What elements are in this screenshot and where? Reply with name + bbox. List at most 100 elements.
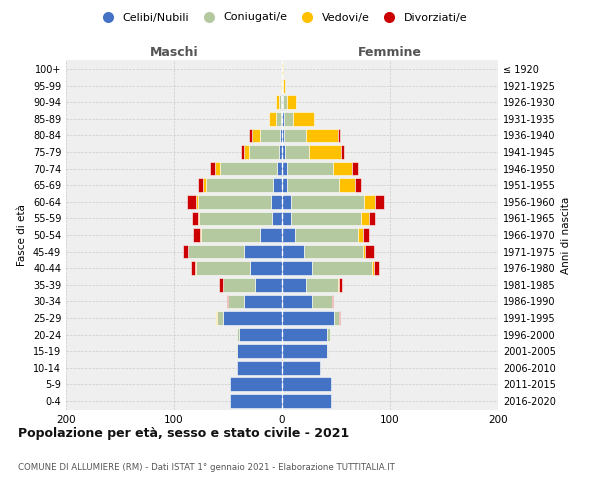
Bar [191, 262, 194, 275]
Bar [293, 112, 314, 126]
Bar [248, 146, 279, 159]
Bar [282, 96, 283, 109]
Bar [283, 79, 285, 92]
Bar [338, 278, 339, 291]
Bar [241, 146, 244, 159]
Bar [194, 262, 196, 275]
Bar [287, 96, 296, 109]
Bar [352, 162, 358, 175]
Bar [188, 245, 244, 258]
Bar [371, 262, 374, 275]
Bar [220, 278, 223, 291]
Bar [228, 294, 244, 308]
Bar [239, 328, 282, 342]
Bar [196, 262, 250, 275]
Bar [312, 262, 371, 275]
Bar [198, 178, 203, 192]
Bar [244, 146, 248, 159]
Text: COMUNE DI ALLUMIERE (RM) - Dati ISTAT 1° gennaio 2021 - Elaborazione TUTTITALIA.: COMUNE DI ALLUMIERE (RM) - Dati ISTAT 1°… [18, 462, 395, 471]
Bar [328, 328, 329, 342]
Bar [358, 228, 363, 242]
Bar [220, 162, 277, 175]
Bar [290, 195, 364, 208]
Bar [223, 278, 255, 291]
Bar [339, 311, 340, 324]
Bar [281, 112, 282, 126]
Bar [312, 294, 332, 308]
Bar [283, 96, 287, 109]
Legend: Celibi/Nubili, Coniugati/e, Vedovi/e, Divorziati/e: Celibi/Nubili, Coniugati/e, Vedovi/e, Di… [92, 8, 472, 27]
Bar [274, 178, 282, 192]
Text: Popolazione per età, sesso e stato civile - 2021: Popolazione per età, sesso e stato civil… [18, 428, 349, 440]
Bar [282, 195, 290, 208]
Bar [182, 245, 188, 258]
Bar [361, 212, 370, 225]
Bar [363, 228, 370, 242]
Bar [284, 112, 293, 126]
Bar [282, 311, 334, 324]
Bar [236, 328, 239, 342]
Bar [282, 262, 312, 275]
Bar [269, 112, 275, 126]
Bar [282, 212, 290, 225]
Bar [281, 96, 282, 109]
Bar [282, 394, 331, 407]
Bar [275, 96, 279, 109]
Bar [260, 128, 280, 142]
Bar [284, 128, 306, 142]
Bar [285, 146, 309, 159]
Bar [198, 212, 199, 225]
Bar [193, 228, 200, 242]
Bar [236, 361, 282, 374]
Bar [252, 128, 260, 142]
Bar [339, 178, 355, 192]
Bar [255, 278, 282, 291]
Bar [282, 162, 287, 175]
Bar [282, 178, 287, 192]
Bar [355, 178, 361, 192]
Text: Femmine: Femmine [358, 46, 422, 59]
Bar [198, 195, 271, 208]
Bar [275, 112, 281, 126]
Bar [304, 245, 363, 258]
Bar [206, 178, 274, 192]
Bar [290, 212, 361, 225]
Bar [295, 228, 358, 242]
Bar [287, 162, 333, 175]
Bar [282, 361, 320, 374]
Bar [193, 212, 198, 225]
Bar [306, 128, 338, 142]
Bar [244, 294, 282, 308]
Bar [199, 212, 272, 225]
Bar [282, 79, 283, 92]
Bar [374, 262, 379, 275]
Bar [363, 245, 365, 258]
Bar [365, 245, 374, 258]
Bar [282, 62, 283, 76]
Bar [282, 344, 328, 358]
Bar [370, 212, 375, 225]
Bar [282, 128, 284, 142]
Bar [281, 79, 282, 92]
Bar [282, 228, 295, 242]
Bar [203, 178, 206, 192]
Bar [244, 245, 282, 258]
Bar [260, 228, 282, 242]
Bar [215, 162, 220, 175]
Bar [217, 311, 223, 324]
Bar [230, 378, 282, 391]
Bar [375, 195, 383, 208]
Bar [282, 378, 331, 391]
Bar [282, 146, 285, 159]
Bar [227, 294, 228, 308]
Bar [209, 162, 215, 175]
Bar [364, 195, 375, 208]
Bar [200, 228, 201, 242]
Bar [306, 278, 338, 291]
Bar [287, 178, 339, 192]
Bar [201, 228, 260, 242]
Bar [271, 195, 282, 208]
Bar [248, 128, 252, 142]
Bar [309, 146, 341, 159]
Bar [279, 146, 282, 159]
